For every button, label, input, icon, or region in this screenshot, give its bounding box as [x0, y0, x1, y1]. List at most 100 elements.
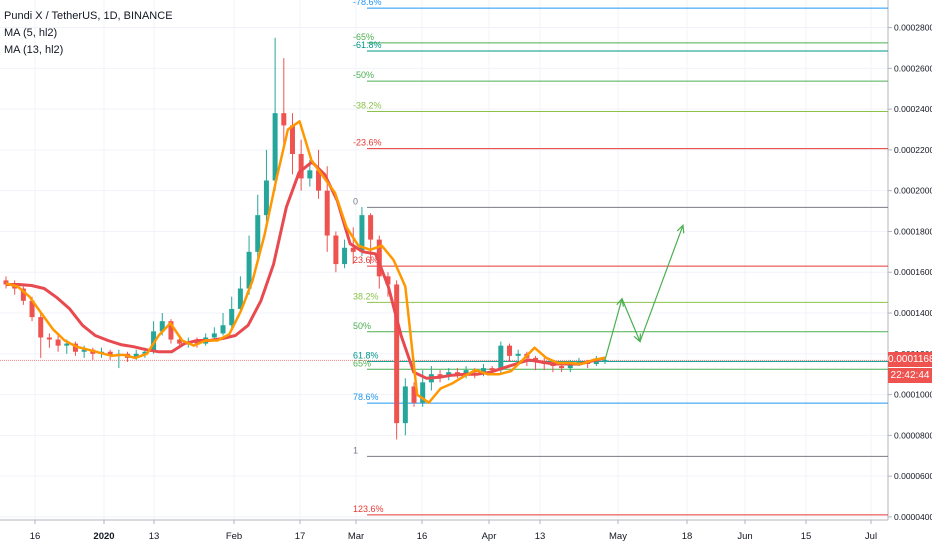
time-tick-label: 16	[417, 531, 428, 542]
fib-level-label: 61.8%	[353, 350, 379, 360]
candle-body	[229, 308, 235, 326]
candle-body	[289, 125, 295, 154]
candle-body	[324, 190, 330, 236]
price-tick-label: 0.0002200	[894, 145, 932, 155]
candle-body	[29, 300, 35, 318]
candle-body	[177, 339, 183, 344]
candle-body	[350, 247, 356, 252]
fib-level-label: -50%	[353, 70, 374, 80]
candle-body	[420, 382, 426, 403]
candle-body	[559, 366, 565, 369]
candle-body	[64, 343, 70, 346]
candle-body	[498, 345, 504, 371]
ma-fast-label[interactable]: MA (5, hl2)	[4, 27, 58, 39]
symbol-title[interactable]: Pundi X / TetherUS, 1D, BINANCE	[4, 10, 173, 22]
price-axis-bg	[888, 0, 932, 550]
time-tick-label: Apr	[482, 531, 497, 542]
candle-body	[272, 113, 278, 181]
projection-arrow-segment	[621, 298, 641, 342]
candle-body	[107, 351, 113, 356]
candle-body	[437, 374, 443, 377]
candle-body	[602, 359, 608, 362]
candle-body	[168, 321, 174, 340]
candle-body	[133, 353, 139, 358]
time-tick-label: 15	[801, 531, 812, 542]
fib-level-label: -61.8%	[353, 40, 382, 50]
candle-body	[46, 337, 52, 340]
time-tick-label: May	[609, 531, 627, 542]
candle-body	[142, 351, 148, 354]
candle-body	[593, 361, 599, 364]
projection-arrow-head	[676, 224, 685, 234]
candle-body	[411, 386, 417, 403]
candle-body	[376, 239, 382, 277]
fib-level-label: 23.6%	[353, 255, 379, 265]
candle-body	[333, 235, 339, 265]
price-tick-label: 0.0001600	[894, 267, 932, 277]
price-tick-label: 0.0000600	[894, 471, 932, 481]
fib-level-label: 123.6%	[353, 504, 384, 514]
price-tick-label: 0.0001400	[894, 308, 932, 318]
candle-body	[3, 280, 9, 285]
candle-body	[446, 372, 452, 377]
candle-countdown-tag: 22:42:44	[888, 368, 932, 384]
price-tick-label: 0.0002600	[894, 63, 932, 73]
candle-body	[394, 284, 400, 424]
fib-level-label: -38.2%	[353, 101, 382, 111]
candle-body	[515, 353, 521, 356]
price-tick-label: 0.0001800	[894, 226, 932, 236]
price-tick-label: 0.0002000	[894, 186, 932, 196]
candle-body	[194, 341, 200, 344]
price-tick-label: 0.0001000	[894, 390, 932, 400]
time-tick-label: 13	[535, 531, 546, 542]
projection-arrow-segment	[604, 298, 623, 361]
ma-fast-line	[5, 120, 606, 404]
fib-level-label: 1	[353, 445, 358, 455]
price-tick-label: 0.0000800	[894, 430, 932, 440]
fib-level-label: -23.6%	[353, 138, 382, 148]
candle-body	[385, 276, 391, 285]
fib-level-label: -78.6%	[353, 0, 382, 7]
candle-body	[298, 153, 304, 179]
candle-body	[480, 368, 486, 373]
price-tick-label: 0.0000400	[894, 512, 932, 522]
fib-level-label: 65%	[353, 358, 371, 368]
candle-body	[38, 317, 44, 338]
candle-body	[368, 215, 374, 240]
projection-arrow-segment	[639, 225, 684, 342]
time-tick-label: 2020	[93, 531, 114, 542]
candle-body	[72, 343, 78, 352]
candle-body	[81, 349, 87, 352]
time-tick-label: Jun	[737, 531, 752, 542]
candle-body	[316, 170, 322, 191]
candle-body	[55, 339, 61, 346]
price-tick-label: 0.0002800	[894, 23, 932, 33]
fib-level-label: 50%	[353, 321, 371, 331]
time-tick-label: 16	[30, 531, 41, 542]
candle-body	[567, 364, 573, 369]
ma-slow-label[interactable]: MA (13, hl2)	[4, 44, 64, 56]
candle-body	[220, 325, 226, 334]
time-axis-bg	[0, 520, 932, 550]
candle-body	[281, 113, 287, 126]
candle-body	[263, 180, 269, 216]
time-tick-label: Jul	[865, 531, 877, 542]
fib-level-label: 78.6%	[353, 392, 379, 402]
chart-legend: Pundi X / TetherUS, 1D, BINANCE MA (5, h…	[4, 8, 173, 59]
fib-level-label: 38.2%	[353, 291, 379, 301]
ma-slow-line	[6, 160, 606, 380]
candle-body	[359, 215, 365, 252]
time-tick-label: Feb	[226, 531, 242, 542]
time-tick-label: 18	[682, 531, 693, 542]
current-price-tag: 0.0001168	[888, 352, 932, 368]
candle-body	[159, 321, 165, 332]
time-tick-label: Mar	[348, 531, 364, 542]
candle-body	[237, 288, 243, 309]
candle-body	[20, 288, 26, 301]
candle-body	[307, 170, 313, 179]
price-tick-label: 0.0002400	[894, 104, 932, 114]
time-tick-label: 17	[295, 531, 306, 542]
candle-body	[402, 386, 408, 424]
